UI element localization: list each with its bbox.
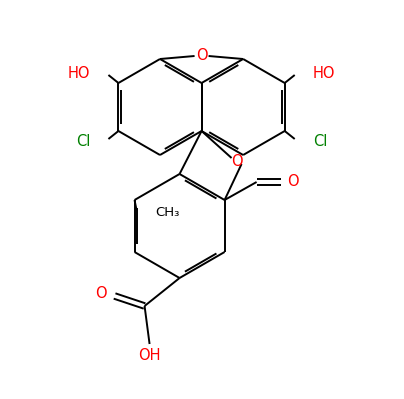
Text: Cl: Cl <box>313 134 327 148</box>
Text: OH: OH <box>138 348 161 363</box>
Text: O: O <box>196 47 207 63</box>
Text: HO: HO <box>68 65 90 81</box>
Text: O: O <box>231 154 242 168</box>
Text: Cl: Cl <box>76 134 90 148</box>
Text: O: O <box>287 174 299 190</box>
Text: CH₃: CH₃ <box>156 207 180 219</box>
Text: HO: HO <box>313 65 335 81</box>
Text: O: O <box>95 286 107 302</box>
